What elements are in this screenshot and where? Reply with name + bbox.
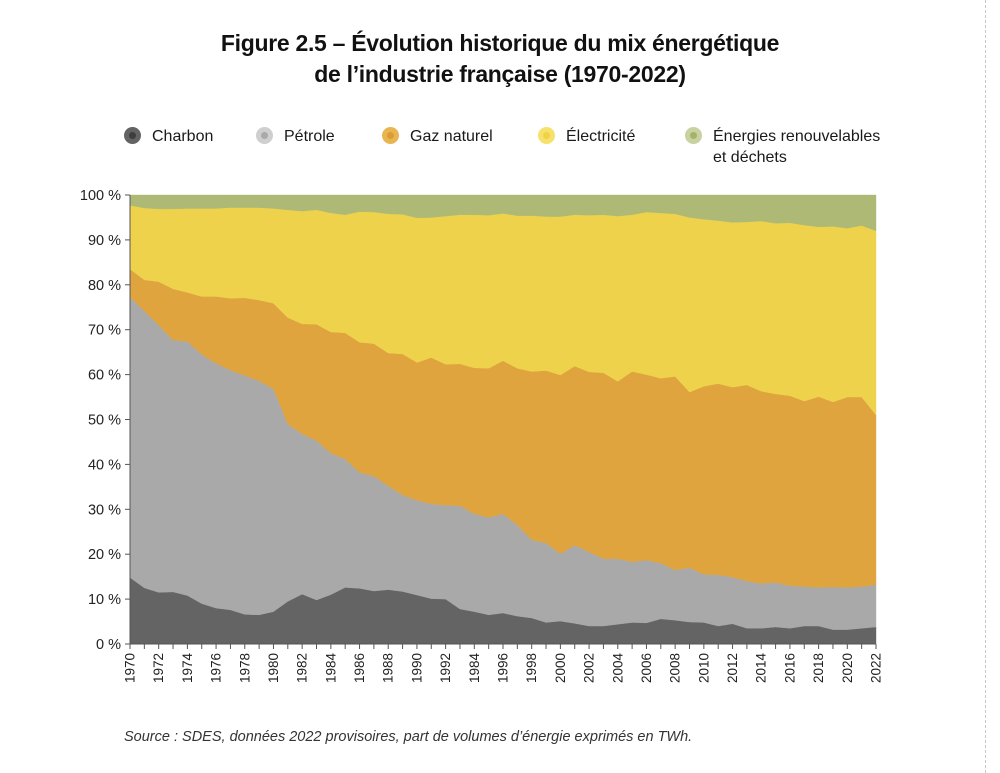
legend-item-electricite: Électricité [538, 126, 635, 147]
legend-item-charbon: Charbon [124, 126, 213, 147]
x-tick-label: 2012 [725, 653, 740, 683]
x-tick-label: 1988 [381, 653, 396, 683]
legend-swatch-petrole [256, 127, 273, 144]
x-tick-label: 1992 [438, 653, 453, 683]
y-tick-label: 60 % [88, 368, 121, 384]
x-tick-label: 1996 [496, 653, 511, 683]
chart-title: Figure 2.5 – Évolution historique du mix… [0, 28, 1000, 90]
legend-item-renouvelables: Énergies renouvelables et déchets [685, 126, 880, 168]
legend-label-renouvelables-line-2: et déchets [713, 149, 787, 166]
x-tick-label: 2018 [811, 653, 826, 683]
legend-label-gaz-naturel: Gaz naturel [410, 128, 493, 145]
legend-label-petrole: Pétrole [284, 128, 335, 145]
legend-label-electricite: Électricité [566, 128, 636, 145]
legend-swatch-electricite [538, 127, 555, 144]
x-tick-label: 1974 [180, 653, 195, 684]
x-tick-label: 1998 [524, 653, 539, 683]
x-tick-label: 1978 [237, 653, 252, 683]
legend-item-petrole: Pétrole [256, 126, 335, 147]
legend-label-renouvelables-line-1: Énergies renouvelables [713, 128, 881, 145]
y-tick-label: 20 % [88, 547, 121, 563]
x-tick-label: 1984 [323, 653, 338, 684]
legend-item-gaz-naturel: Gaz naturel [382, 126, 493, 147]
x-tick-label: 2014 [754, 653, 769, 684]
x-tick-label: 1982 [295, 653, 310, 683]
x-tick-label: 1986 [352, 653, 367, 683]
x-tick-label: 1990 [409, 653, 424, 683]
y-tick-label: 70 % [88, 323, 121, 339]
x-tick-label: 2006 [639, 653, 654, 683]
y-tick-label: 10 % [88, 592, 121, 608]
x-tick-label: 2016 [782, 653, 797, 683]
legend-swatch-renouvelables [685, 127, 702, 144]
x-tick-label: 2008 [668, 653, 683, 683]
chart-title-line-1: Figure 2.5 – Évolution historique du mix… [220, 30, 780, 56]
legend-label-charbon: Charbon [152, 128, 214, 145]
area-renouvelables [129, 194, 877, 232]
x-tick-label: 1970 [123, 653, 138, 683]
chart-title-line-2: de l’industrie française (1970-2022) [314, 61, 686, 87]
x-tick-label: 2010 [696, 653, 711, 683]
x-tick-label: 2002 [582, 653, 597, 683]
y-tick-label: 0 % [96, 637, 121, 653]
y-tick-label: 50 % [88, 413, 121, 429]
y-tick-label: 40 % [88, 457, 121, 473]
x-tick-label: 1980 [266, 653, 281, 683]
legend-swatch-charbon [124, 127, 141, 144]
legend-swatch-gaz-naturel [382, 127, 399, 144]
x-tick-label: 1976 [209, 653, 224, 683]
y-tick-label: 80 % [88, 278, 121, 294]
y-tick-label: 30 % [88, 502, 121, 518]
y-tick-label: 100 % [80, 188, 121, 204]
x-tick-label: 2004 [610, 653, 625, 684]
x-tick-label: 1972 [151, 653, 166, 683]
x-tick-label: 2020 [840, 653, 855, 683]
x-tick-label: 2022 [869, 653, 884, 683]
x-tick-label: 2000 [553, 653, 568, 683]
y-tick-label: 90 % [88, 233, 121, 249]
page-edge-rule [985, 0, 986, 773]
x-tick-label: 1984 [467, 653, 482, 684]
source-note: Source : SDES, données 2022 provisoires,… [124, 729, 693, 745]
